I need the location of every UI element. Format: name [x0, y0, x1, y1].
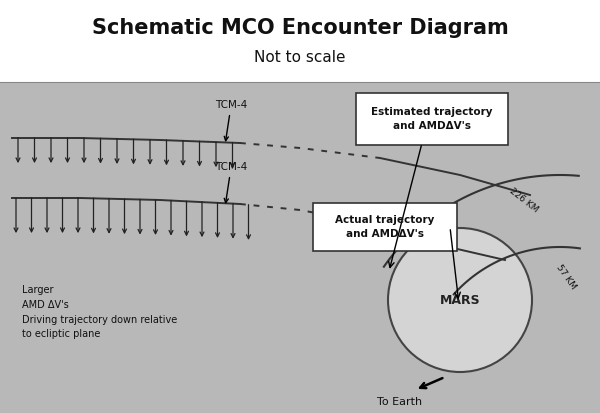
Text: Not to scale: Not to scale: [254, 50, 346, 66]
FancyBboxPatch shape: [356, 93, 508, 145]
Text: Larger
AMD ΔV's
Driving trajectory down relative
to ecliptic plane: Larger AMD ΔV's Driving trajectory down …: [22, 285, 177, 339]
Text: To Earth: To Earth: [377, 397, 422, 407]
Text: MARS: MARS: [440, 294, 481, 306]
FancyBboxPatch shape: [313, 203, 457, 251]
Bar: [0, 0, 600, 82]
Text: 57 KM: 57 KM: [555, 263, 578, 292]
Text: Estimated trajectory
and AMDΔV's: Estimated trajectory and AMDΔV's: [371, 107, 493, 131]
Text: TCM-4: TCM-4: [215, 100, 247, 141]
Bar: [0, 82, 600, 413]
Circle shape: [388, 228, 532, 372]
Text: Actual trajectory
and AMDΔV's: Actual trajectory and AMDΔV's: [335, 215, 434, 239]
Text: TCM-4: TCM-4: [215, 162, 247, 203]
Text: Schematic MCO Encounter Diagram: Schematic MCO Encounter Diagram: [92, 18, 508, 38]
Text: 226 KM: 226 KM: [508, 187, 540, 214]
